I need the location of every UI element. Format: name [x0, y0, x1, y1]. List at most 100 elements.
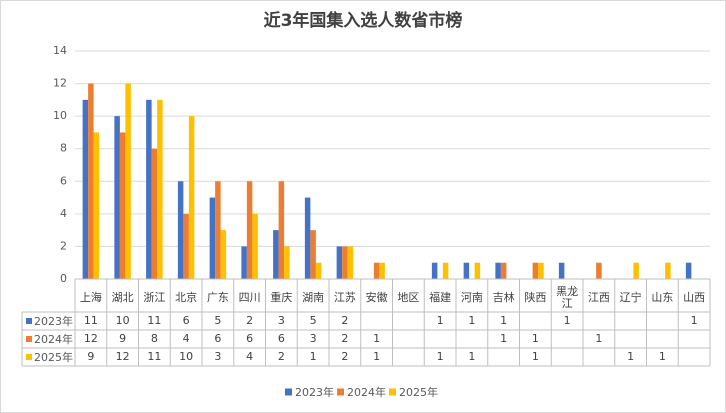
- bar: [151, 148, 158, 279]
- bar: [596, 262, 602, 279]
- legend-label: 2025年: [399, 385, 438, 399]
- bar: [431, 262, 438, 279]
- table-value: 2: [246, 314, 254, 327]
- x-tick-label: 重庆: [270, 290, 293, 304]
- table-value: 1: [690, 314, 698, 327]
- legend-key: [26, 336, 32, 342]
- table-value: 2: [341, 350, 349, 363]
- table-value: 1: [436, 350, 444, 363]
- bar: [273, 230, 279, 279]
- table-value: 1: [500, 332, 508, 345]
- table-value: 2: [277, 350, 285, 363]
- y-tick-label: 8: [60, 142, 67, 155]
- table-value: 9: [119, 332, 127, 345]
- bar: [633, 262, 639, 279]
- x-tick-label: 陕西: [524, 290, 547, 304]
- table-value: 12: [83, 332, 98, 345]
- table-value: 1: [373, 350, 381, 363]
- x-tick-label: 黑龙江: [556, 284, 579, 310]
- chart-title: 近3年国集入选人数省市榜: [264, 10, 463, 31]
- table-value: 9: [87, 350, 95, 363]
- bar: [241, 246, 247, 279]
- row-header: 2024年: [34, 332, 73, 346]
- bar: [93, 132, 100, 279]
- y-tick-label: 2: [60, 239, 67, 252]
- y-tick-label: 0: [60, 272, 67, 285]
- bar: [252, 213, 258, 279]
- bar: [665, 262, 671, 279]
- bar: [177, 181, 184, 279]
- x-tick-label: 辽宁: [619, 290, 642, 304]
- bar: [347, 246, 354, 279]
- y-tick-label: 6: [60, 174, 67, 187]
- bar: [685, 262, 692, 279]
- x-tick-label: 吉林: [492, 290, 515, 304]
- legend-key: [26, 318, 32, 324]
- bar: [220, 230, 227, 279]
- table-value: 1: [595, 332, 603, 345]
- table-value: 1: [436, 314, 444, 327]
- bar: [284, 246, 290, 279]
- bar: [119, 132, 126, 279]
- x-tick-label: 湖南: [302, 290, 325, 304]
- y-tick-label: 10: [53, 109, 67, 122]
- table-value: 11: [147, 314, 162, 327]
- table-value: 3: [309, 332, 317, 345]
- x-tick-label: 安徽: [365, 290, 388, 304]
- table-value: 6: [182, 314, 190, 327]
- legend-label: 2023年: [295, 385, 334, 399]
- table-value: 11: [147, 350, 162, 363]
- table-value: 10: [179, 350, 194, 363]
- table-value: 2: [341, 314, 349, 327]
- table-value: 8: [150, 332, 158, 345]
- x-tick-label: 河南: [460, 290, 483, 304]
- y-tick-label: 14: [53, 44, 67, 57]
- y-tick-label: 12: [53, 77, 67, 90]
- bar: [310, 230, 316, 279]
- table-value: 10: [115, 314, 130, 327]
- table-value: 12: [115, 350, 130, 363]
- bar: [183, 213, 189, 279]
- table-value: 5: [309, 314, 317, 327]
- table-value: 1: [373, 332, 381, 345]
- table-value: 1: [563, 314, 571, 327]
- legend-key: [26, 354, 32, 360]
- x-tick-label: 四川: [238, 290, 261, 304]
- legend-key: [337, 388, 344, 396]
- row-header: 2023年: [34, 314, 73, 328]
- legend-key: [389, 388, 396, 396]
- bar: [157, 99, 163, 279]
- table-value: 1: [627, 350, 635, 363]
- bar: [315, 262, 322, 279]
- bar: [373, 262, 380, 279]
- bar: [442, 262, 449, 279]
- bar: [304, 197, 311, 279]
- bar: [88, 83, 94, 279]
- bar: [188, 116, 195, 280]
- bar: [500, 262, 507, 279]
- row-header: 2025年: [34, 350, 73, 364]
- table-value: 1: [468, 314, 476, 327]
- table-value: 4: [182, 332, 190, 345]
- x-tick-label: 广东: [206, 290, 229, 304]
- x-tick-label: 江西: [587, 290, 610, 304]
- table-value: 6: [214, 332, 222, 345]
- bar: [146, 99, 152, 279]
- legend-label: 2024年: [347, 385, 386, 399]
- bar: [125, 83, 131, 279]
- x-tick-label: 山西: [683, 290, 706, 304]
- bar: [558, 262, 565, 279]
- bar: [495, 262, 501, 279]
- bar: [538, 262, 544, 279]
- bar: [114, 116, 120, 280]
- table-value: 4: [246, 350, 254, 363]
- x-tick-label: 湖北: [111, 290, 134, 304]
- x-tick-label: 上海: [79, 290, 102, 304]
- bar: [278, 181, 285, 279]
- table-value: 3: [277, 314, 285, 327]
- bar: [246, 181, 253, 279]
- table-value: 1: [468, 350, 476, 363]
- bar: [215, 181, 221, 279]
- bar: [209, 197, 216, 279]
